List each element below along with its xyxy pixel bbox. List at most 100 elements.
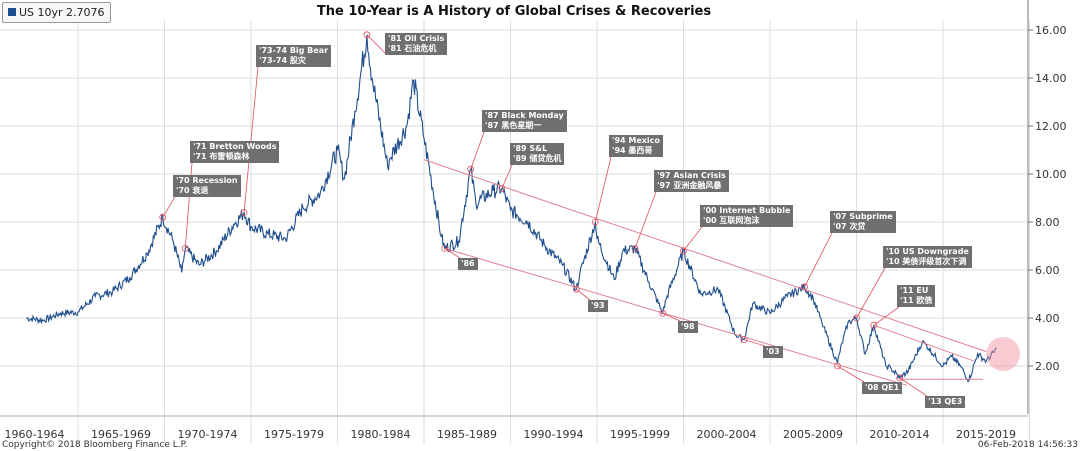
annotation-text: '00 互联网泡沫 [703,216,760,225]
annotation-text: '70 衰退 [176,186,209,195]
annotation-marker [363,31,371,39]
annotation-text: '94 Mexico [612,136,660,145]
x-tick-label: 1990-1994 [524,428,584,441]
annotation-label: '89 S&L '89 储贷危机 [510,143,565,165]
annotation-text: '81 石油危机 [388,44,437,53]
annotation-marker [896,374,904,382]
x-tick-label: 2010-2014 [870,428,930,441]
annotation-text: '13 QE3 [928,397,963,406]
annotation-label: '73-74 Big Bear '73-74 股灾 [256,45,332,67]
annotation-label: '94 Mexico '94 墨西哥 [609,135,663,157]
annotation-text: '97 Asian Crisis [657,171,726,180]
annotation-leader [470,131,485,170]
channel-trend-line [423,159,987,353]
annotation-label: '97 Asian Crisis '97 亚洲金融风暴 [654,170,729,192]
annotation-text: '11 欧债 [900,296,933,305]
annotation-text: '71 Bretton Woods [193,142,277,151]
channel-trend-line [873,324,975,362]
annotation-leader [683,226,703,252]
annotation-text: '86 [461,259,475,268]
annotation-label: '11 EU '11 欧债 [897,285,936,307]
annotation-text: '81 Oil Crisis [388,34,445,43]
annotation-text: '89 S&L [513,144,548,153]
annotation-marker [740,336,748,344]
annotation-text: '08 QE1 [865,383,900,392]
annotation-marker [801,283,808,291]
x-tick-label: 2015-2019 [956,428,1016,441]
annotation-label: '08 QE1 [862,382,903,394]
annotation-text: '98 [681,322,695,331]
annotation-label: '07 Subprime '07 次贷 [830,211,896,233]
annotation-label: '71 Bretton Woods '71 布雷顿森林 [190,141,280,163]
annotation-marker [240,208,248,216]
annotation-text: '87 Black Monday [485,111,564,120]
x-tick-label: 1965-1969 [91,428,151,441]
annotation-leader [634,191,657,249]
annotation-text: '73-74 Big Bear [259,46,329,55]
annotation-marker [467,165,475,173]
annotation-leader [743,339,766,347]
y-tick-label: 14.00 [1035,72,1067,85]
y-tick-label: 4.00 [1035,312,1060,325]
x-tick-label: 1980-1984 [351,428,411,441]
chart-title: The 10-Year is A History of Global Crise… [316,4,712,19]
channel-trend-line [444,247,907,386]
annotation-label: '00 Internet Bubble '00 互联网泡沫 [700,205,794,227]
annotation-label: '03 [763,346,783,358]
annotation-text: '73-74 股灾 [259,56,306,65]
annotation-leader [873,306,900,326]
annotation-leader [856,267,886,319]
y-tick-label: 16.00 [1035,24,1067,37]
annotation-marker [870,321,878,329]
annotation-marker [659,309,667,317]
annotation-marker [853,314,860,322]
annotation-text: '07 次贷 [833,222,866,231]
annotation-marker [181,244,189,252]
annotation-text: '70 Recession [176,176,238,185]
annotation-text: '71 布雷顿森林 [193,152,250,161]
legend-label: US 10yr 2.7076 [19,6,105,19]
x-tick-label: 1995-1999 [610,428,670,441]
y-tick-label: 10.00 [1035,168,1067,181]
annotation-leader [594,156,612,223]
annotation-label: '87 Black Monday '87 黑色星期一 [482,110,567,132]
timestamp: 06-Feb-2018 14:56:33 [977,440,1078,450]
annotation-leader [366,34,388,56]
x-tick-label: 1985-1989 [437,428,497,441]
annotation-label: '10 US Downgrade '10 美债评级首次下调 [883,246,972,268]
annotation-text: '10 美债评级首次下调 [886,257,967,266]
annotation-text: '00 Internet Bubble [703,206,791,215]
annotation-text: '93 [591,301,605,310]
annotation-marker [441,244,449,252]
copyright: Copyright© 2018 Bloomberg Finance L.P. [2,440,188,450]
annotation-marker [631,244,639,252]
y-tick-label: 2.00 [1035,360,1060,373]
annotation-label: '70 Recession '70 衰退 [173,175,241,197]
annotation-leader [837,365,865,383]
y-tick-label: 8.00 [1035,216,1060,229]
annotation-text: '11 EU [900,286,929,295]
annotation-text: '10 US Downgrade [886,247,969,256]
annotation-marker [498,184,506,192]
legend[interactable]: US 10yr 2.7076 [2,2,111,23]
annotation-marker [680,247,687,255]
annotation-label: '81 Oil Crisis '81 石油危机 [385,33,448,55]
annotation-text: '87 黑色星期一 [485,121,542,130]
annotation-marker [159,213,167,221]
annotation-text: '89 储贷危机 [513,154,562,163]
x-tick-label: 2005-2009 [783,428,843,441]
annotation-leader [162,196,176,218]
annotation-label: '93 [588,300,608,312]
annotation-text: '07 Subprime [833,212,893,221]
annotation-marker [572,285,580,293]
y-tick-label: 12.00 [1035,120,1067,133]
x-tick-label: 2000-2004 [697,428,757,441]
annotation-leader [804,232,833,287]
annotation-label: '98 [678,321,698,333]
highlight-circle [986,337,1021,371]
annotation-leader [899,377,928,397]
annotation-marker [834,362,841,370]
yield-series-line [25,34,997,383]
y-tick-label: 6.00 [1035,264,1060,277]
